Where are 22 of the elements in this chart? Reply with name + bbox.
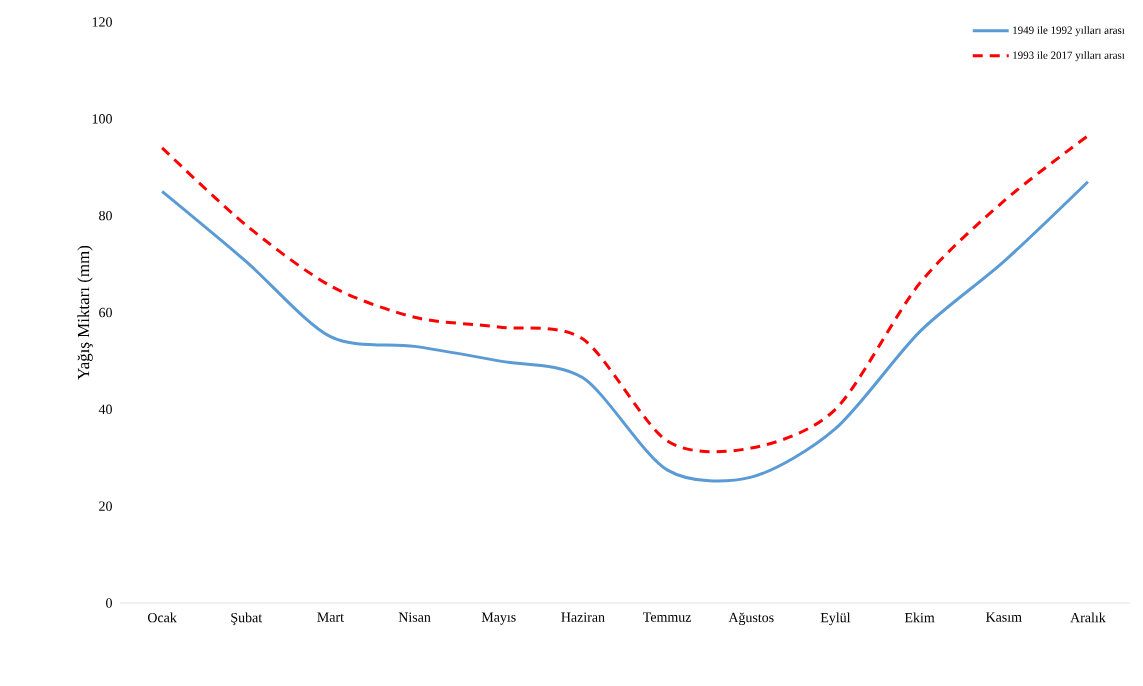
- x-tick-label: Aralık: [1070, 612, 1106, 623]
- x-tick-label: Eylül: [820, 612, 851, 626]
- x-tick-label: Mart: [317, 612, 344, 622]
- legend-label: 1949 ile 1992 yılları arası: [1013, 26, 1125, 37]
- x-tick-label: Haziran: [561, 612, 605, 622]
- x-tick-label: Ekim: [904, 612, 935, 623]
- x-tick-label: Temmuz: [643, 612, 692, 622]
- y-tick-label: 100: [92, 114, 112, 124]
- x-tick-label: Ocak: [147, 612, 177, 623]
- x-tick-label: Ağustos: [728, 612, 774, 626]
- y-tick-label: 80: [99, 210, 112, 221]
- y-tick-label: 120: [92, 17, 112, 27]
- x-tick-label: Kasım: [985, 612, 1022, 622]
- y-tick-label: 40: [98, 404, 112, 415]
- y-axis-title: Yağış Miktarı (mm): [77, 245, 93, 380]
- legend-label: 1993 ile 2017 yılları arası: [1013, 51, 1125, 62]
- y-tick-label: 0: [106, 598, 112, 608]
- y-tick-label: 60: [99, 307, 112, 318]
- x-tick-label: Nisan: [398, 612, 431, 622]
- x-tick-label: Mayıs: [481, 612, 516, 625]
- y-tick-label: 20: [99, 501, 112, 511]
- x-tick-label: Şubat: [231, 612, 263, 626]
